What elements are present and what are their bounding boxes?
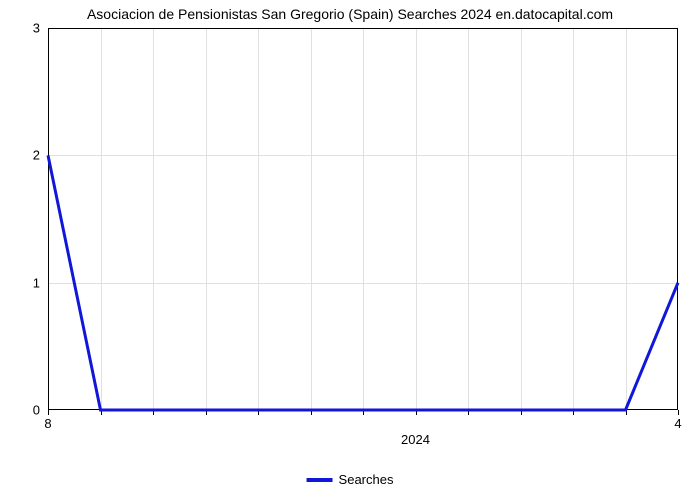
line-svg [0, 0, 700, 500]
legend-swatch [307, 478, 333, 482]
legend: Searches [307, 472, 394, 487]
series-line [48, 155, 678, 410]
legend-label: Searches [339, 472, 394, 487]
chart-container: Asociacion de Pensionistas San Gregorio … [0, 0, 700, 500]
